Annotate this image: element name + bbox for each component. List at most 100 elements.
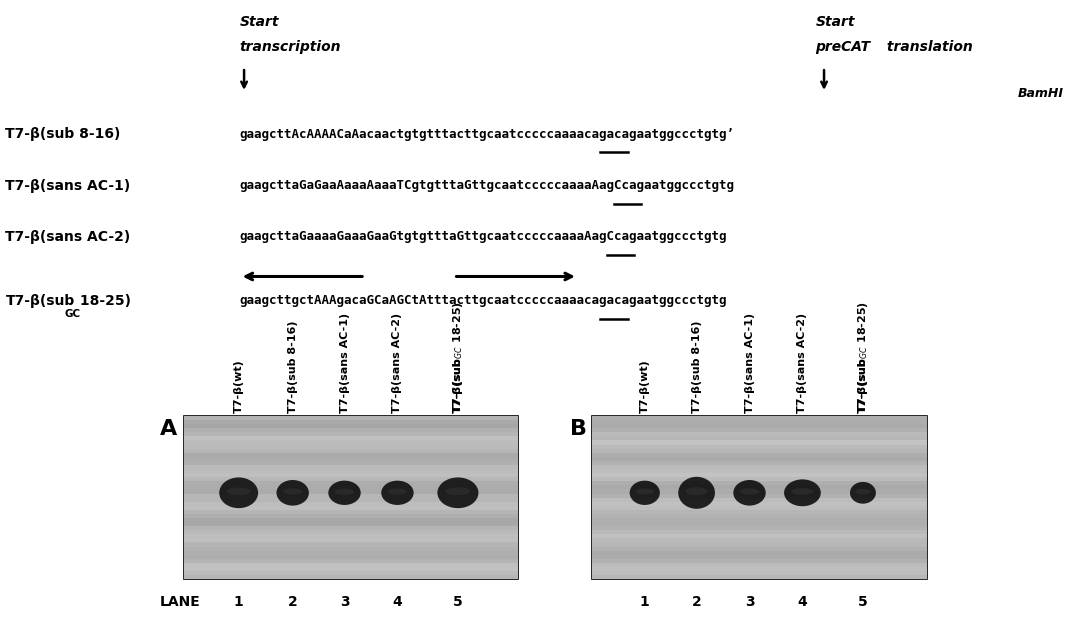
Bar <box>592 518 927 522</box>
Bar <box>184 567 518 571</box>
Bar <box>592 440 927 445</box>
Bar <box>184 424 518 428</box>
Bar <box>184 485 518 490</box>
Text: 3: 3 <box>745 595 754 609</box>
Text: T7-β(sans AC-1): T7-β(sans AC-1) <box>339 313 350 413</box>
Bar <box>184 559 518 563</box>
Bar <box>592 445 927 449</box>
Text: gaagcttgctAAAgacaGCaAGCtAtttacttgcaatcccccaaaacagacagaatggccctgtg: gaagcttgctAAAgacaGCaAGCtAtttacttgcaatccc… <box>240 294 727 307</box>
Bar <box>184 534 518 538</box>
Bar <box>184 473 518 477</box>
Bar <box>592 514 927 518</box>
Text: A: A <box>160 419 177 439</box>
Bar <box>184 514 518 518</box>
Text: T7-β(sub: T7-β(sub <box>5 294 75 308</box>
Bar <box>592 547 927 550</box>
Text: 4: 4 <box>797 595 808 609</box>
Bar <box>592 433 927 436</box>
Bar <box>184 493 518 498</box>
Ellipse shape <box>437 477 478 508</box>
Bar <box>592 543 927 547</box>
Text: B: B <box>570 419 588 439</box>
Bar <box>592 567 927 571</box>
Bar <box>184 550 518 555</box>
Bar <box>592 449 927 452</box>
Text: T7-β(sub 8-16): T7-β(sub 8-16) <box>5 127 121 141</box>
Ellipse shape <box>388 488 407 495</box>
Bar <box>592 555 927 559</box>
Ellipse shape <box>850 482 876 504</box>
Bar <box>592 457 927 461</box>
Bar <box>184 477 518 481</box>
Ellipse shape <box>678 477 715 509</box>
Bar <box>184 547 518 550</box>
Bar <box>592 575 927 579</box>
Text: T7-β(sans AC-2): T7-β(sans AC-2) <box>797 313 808 413</box>
Ellipse shape <box>381 481 414 505</box>
Bar <box>592 571 927 575</box>
Bar <box>184 416 518 579</box>
Bar <box>184 522 518 526</box>
Ellipse shape <box>283 488 302 495</box>
Bar <box>592 452 927 457</box>
Ellipse shape <box>740 488 759 495</box>
Ellipse shape <box>335 488 354 495</box>
Text: transcription: transcription <box>240 40 341 54</box>
Bar <box>592 465 927 469</box>
Bar <box>592 461 927 465</box>
Text: T7-β(sub 8-16): T7-β(sub 8-16) <box>287 320 298 413</box>
Bar <box>592 416 927 579</box>
Text: GC: GC <box>64 308 80 319</box>
Text: T7-β(sans AC-2): T7-β(sans AC-2) <box>392 313 403 413</box>
Bar <box>592 530 927 534</box>
Text: T7-β(sans AC-1): T7-β(sans AC-1) <box>5 179 131 193</box>
Text: 18-25): 18-25) <box>75 294 131 308</box>
Bar <box>592 473 927 477</box>
Bar <box>184 457 518 461</box>
Bar <box>184 433 518 436</box>
Bar <box>592 506 927 510</box>
Bar <box>592 559 927 563</box>
Text: 2: 2 <box>287 595 298 609</box>
Bar <box>184 481 518 485</box>
Text: gaagcttaGaGaaAaaaAaaaTCgtgtttaGttgcaatcccccaaaaAagCcagaatggccctgtg: gaagcttaGaGaaAaaaAaaaTCgtgtttaGttgcaatcc… <box>240 179 734 192</box>
Bar <box>184 465 518 469</box>
Bar <box>592 420 927 424</box>
Ellipse shape <box>784 479 821 506</box>
Bar <box>184 526 518 530</box>
Text: translation: translation <box>882 40 973 54</box>
Bar <box>592 493 927 498</box>
Text: T7-β(sub: T7-β(sub <box>858 357 868 413</box>
Bar <box>184 518 518 522</box>
Text: preCAT: preCAT <box>815 40 870 54</box>
Bar <box>592 510 927 514</box>
Bar <box>592 550 927 555</box>
Bar <box>184 436 518 440</box>
Bar <box>592 416 927 420</box>
Bar <box>592 428 927 433</box>
Bar <box>592 522 927 526</box>
Bar <box>184 571 518 575</box>
Text: T7-β(wt): T7-β(wt) <box>639 359 650 413</box>
Ellipse shape <box>686 487 707 495</box>
Bar <box>592 490 927 493</box>
Ellipse shape <box>227 488 251 495</box>
Text: 5: 5 <box>858 595 868 609</box>
Bar <box>184 543 518 547</box>
Text: 1: 1 <box>233 595 244 609</box>
Bar <box>184 502 518 506</box>
Bar <box>592 485 927 490</box>
Text: T7-$\beta$(sub$_{GC}$ 18-25): T7-$\beta$(sub$_{GC}$ 18-25) <box>856 301 869 413</box>
Text: 2: 2 <box>691 595 702 609</box>
Text: T7-β(sans AC-1): T7-β(sans AC-1) <box>744 313 755 413</box>
Text: 3: 3 <box>340 595 349 609</box>
Text: LANE: LANE <box>160 595 201 609</box>
Bar <box>184 445 518 449</box>
Bar <box>184 555 518 559</box>
Ellipse shape <box>636 488 653 495</box>
Text: T7-β(sub 8-16): T7-β(sub 8-16) <box>691 320 702 413</box>
Text: T7-β(sub: T7-β(sub <box>453 357 463 413</box>
Bar <box>184 469 518 473</box>
Bar <box>184 563 518 567</box>
Text: gaagcttaGaaaaGaaaGaaGtgtgtttaGttgcaatcccccaaaaAagCcagaatggccctgtg: gaagcttaGaaaaGaaaGaaGtgtgtttaGttgcaatccc… <box>240 230 727 243</box>
